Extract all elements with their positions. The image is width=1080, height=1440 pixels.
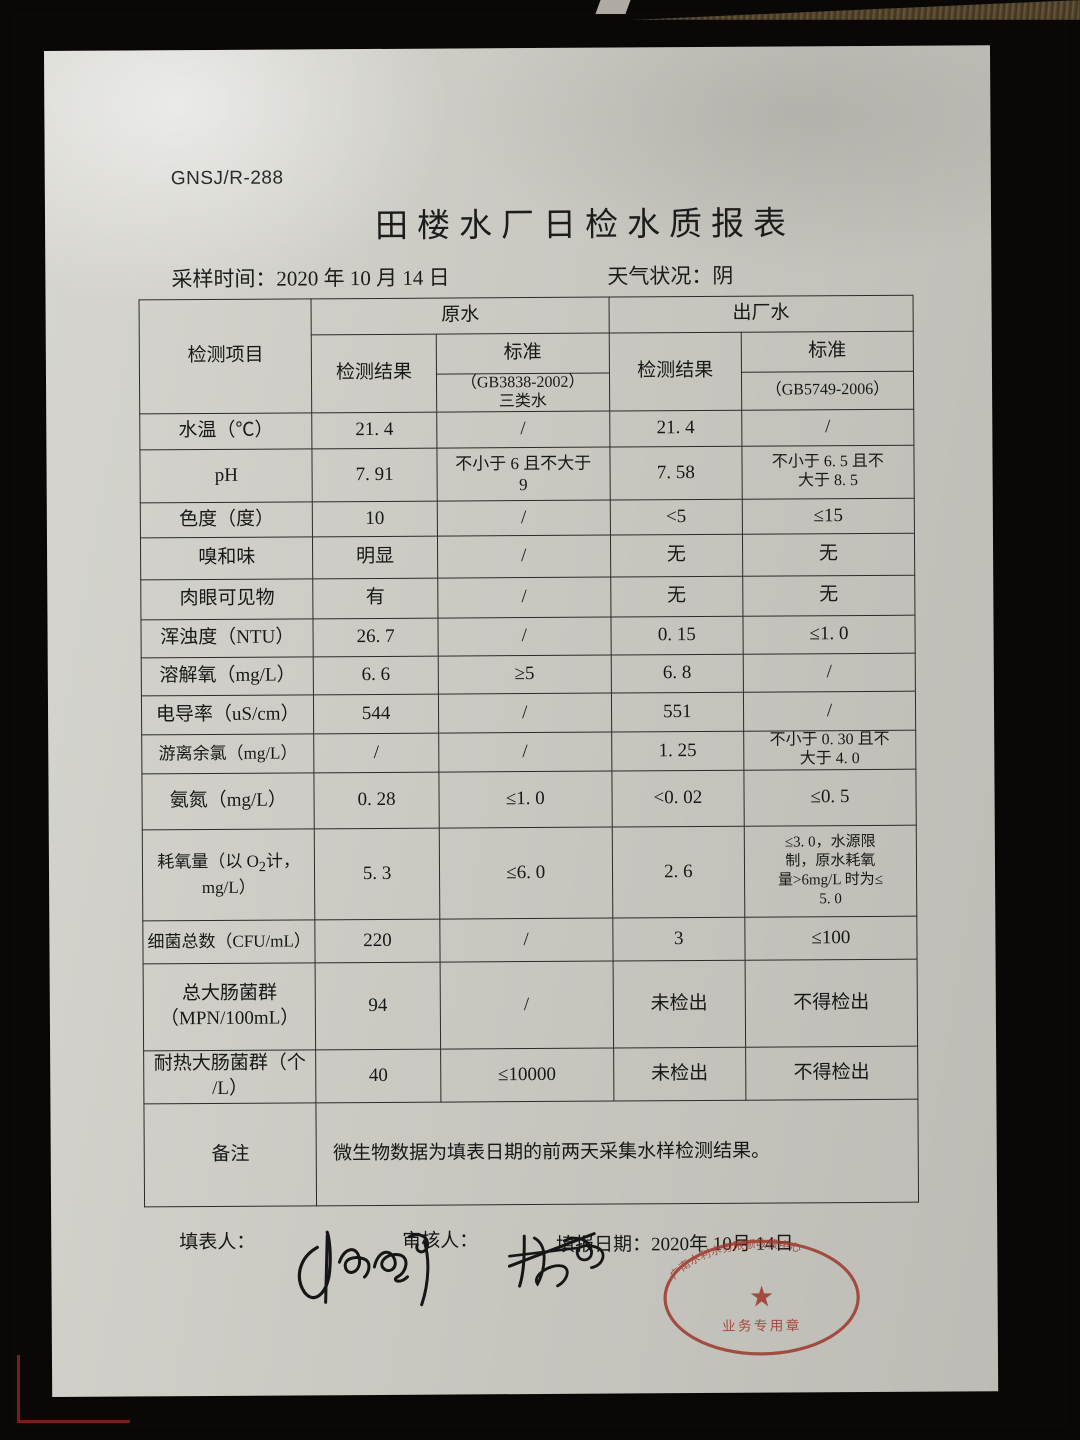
svg-text:广南水利水务限额收费中心: 广南水利水务限额收费中心 [668,1237,803,1282]
svg-text:业务专用章: 业务专用章 [722,1317,802,1333]
